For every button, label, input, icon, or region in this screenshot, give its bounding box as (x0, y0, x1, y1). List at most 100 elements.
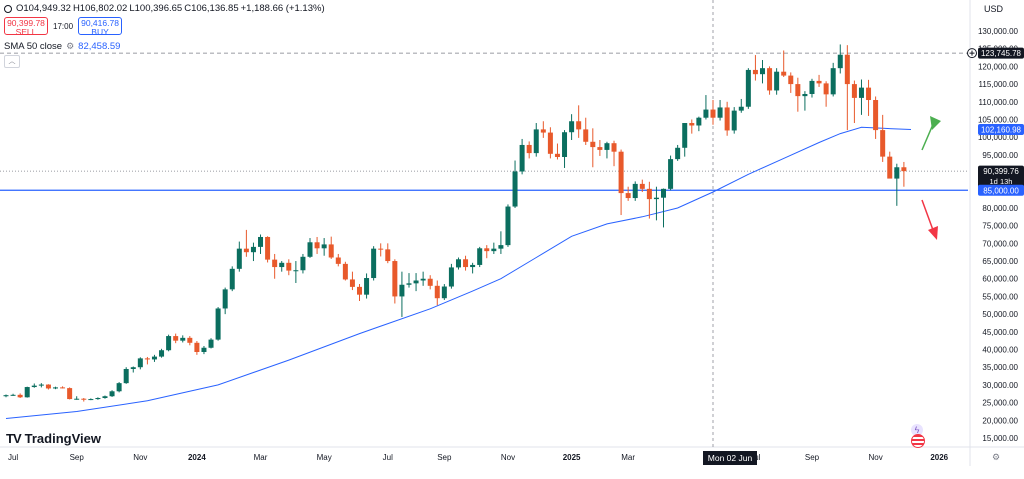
candle (830, 62, 836, 97)
candle (547, 127, 553, 159)
candle-body (441, 286, 447, 299)
candle (385, 243, 391, 264)
candle-body (731, 110, 737, 131)
candle-body (38, 384, 44, 386)
sell-button[interactable]: 90,399.78 SELL (4, 17, 48, 36)
candle (116, 382, 122, 393)
candle-body (371, 248, 377, 279)
candle (752, 55, 758, 81)
candle (364, 273, 370, 299)
candle-body (24, 387, 30, 398)
candle (583, 117, 589, 145)
candle-body (866, 87, 872, 101)
candle-body (547, 132, 553, 154)
candle (81, 398, 87, 402)
candle-body (455, 259, 461, 268)
candle (307, 238, 313, 258)
x-tick-label: Jul (8, 453, 18, 462)
y-tick-label: 65,000.00 (982, 257, 1018, 266)
candle (512, 160, 518, 208)
candle (166, 334, 172, 352)
candle-body (60, 387, 66, 389)
candle-body (724, 107, 730, 131)
y-tick-label: 15,000.00 (982, 434, 1018, 443)
cursor-date-label: Mon 02 Jun '25 (703, 451, 757, 477)
candle-body (618, 151, 624, 194)
us-flag-event-icon[interactable] (911, 434, 925, 448)
candle (477, 246, 483, 268)
candle-body (661, 188, 667, 198)
candle-body (590, 141, 596, 148)
lightning-event-icon[interactable]: ϟ (911, 424, 923, 436)
candle (618, 149, 624, 216)
collapse-legend-icon[interactable]: ︿ (4, 55, 20, 68)
candle-body (385, 249, 391, 262)
x-tick-label: Mar (254, 453, 268, 462)
candle (646, 181, 652, 219)
buy-button[interactable]: 90,416.78 BUY (78, 17, 123, 36)
indicator-legend[interactable]: SMA 50 close ⚙ 82,458.59 (4, 41, 120, 52)
candle (661, 188, 667, 228)
x-tick-label: Nov (133, 453, 147, 462)
candle-body (81, 398, 87, 400)
candle-body (413, 280, 419, 284)
sell-price: 90,399.78 (7, 18, 45, 28)
settings-icon[interactable]: ⚙ (66, 41, 75, 51)
candle-body (222, 289, 228, 309)
candle (45, 384, 51, 390)
candle-body (745, 69, 751, 107)
candle (371, 246, 377, 281)
price-chart[interactable]: 130,000.00125,000.00120,000.00115,000.00… (0, 0, 1024, 466)
x-tick-label: 2026 (930, 453, 948, 462)
candle (484, 245, 490, 259)
candle (448, 263, 454, 289)
candle (562, 130, 568, 168)
axis-settings-icon[interactable]: ⚙ (992, 452, 1001, 462)
tradingview-logo[interactable]: TV TradingView (6, 431, 101, 446)
x-tick-label: 2025 (563, 453, 581, 462)
candle-body (809, 80, 815, 94)
candle-body (788, 75, 794, 85)
candle (102, 395, 108, 399)
low-value: L100,396.65 (129, 3, 183, 14)
candle (335, 253, 341, 267)
currency-label[interactable]: USD (984, 4, 1004, 14)
candle (180, 335, 186, 343)
candle (703, 95, 709, 120)
price-label-text: 123,745.78 (981, 49, 1022, 58)
candle-body (463, 259, 469, 268)
candle (420, 271, 426, 286)
y-tick-label: 40,000.00 (982, 346, 1018, 355)
candle-body (159, 350, 165, 357)
y-tick-label: 70,000.00 (982, 239, 1018, 248)
candle-body (632, 183, 638, 199)
candle-body (802, 93, 808, 97)
change-value: +1,188.66 (+1.13%) (240, 3, 325, 14)
candle (576, 105, 582, 138)
candle-body (357, 286, 362, 295)
candle (286, 259, 292, 276)
candle (17, 393, 23, 399)
candle (498, 231, 504, 254)
candle (144, 356, 150, 365)
candle (611, 140, 617, 167)
candle-body (448, 267, 454, 287)
candle (52, 386, 58, 390)
candle-body (484, 248, 490, 252)
candle (194, 341, 200, 355)
candle-body (258, 236, 264, 247)
trade-time: 17:00 (53, 21, 74, 31)
y-tick-label: 30,000.00 (982, 381, 1018, 390)
candle (38, 383, 44, 388)
candle (399, 271, 405, 317)
candle (463, 255, 469, 271)
candle-body (653, 197, 659, 200)
candle-body (67, 388, 73, 400)
candle-body (710, 109, 716, 118)
candle-body (625, 193, 631, 199)
candle-body (767, 68, 773, 91)
candle (67, 387, 73, 400)
candle (759, 60, 765, 84)
candle-body (243, 248, 249, 253)
indicator-label: SMA 50 close (4, 41, 63, 52)
